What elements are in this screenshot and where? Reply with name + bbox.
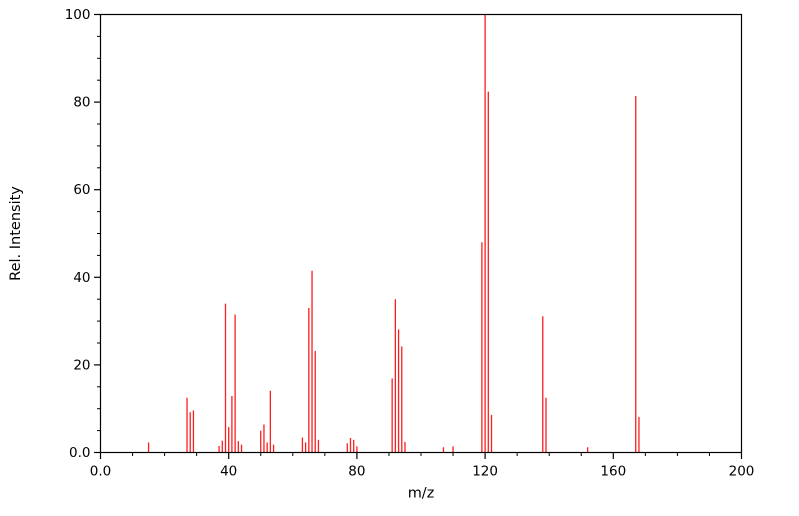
y-axis-ticks-group: 0.0 20 40 60 80 100 [65,7,101,461]
x-tick-label: 40 [220,464,237,480]
y-tick-label: 60 [73,182,90,198]
y-tick-label: 0.0 [69,445,90,461]
x-tick-label: 120 [472,464,498,480]
x-tick-label: 160 [600,464,626,480]
y-tick-label: 100 [65,7,91,23]
x-tick-label: 0.0 [90,464,111,480]
plot-frame [99,13,743,454]
y-tick-label: 80 [73,95,90,111]
peaks-group [147,14,640,453]
y-tick-label: 20 [73,357,90,373]
x-axis-label: m/z [408,486,435,502]
y-tick-label: 40 [73,270,90,286]
x-axis-ticks-group: 0.0 40 80 120 160 200 [90,452,755,480]
x-tick-label: 80 [348,464,365,480]
x-tick-label: 200 [729,464,755,480]
y-axis-label: Rel. Intensity [8,186,24,281]
